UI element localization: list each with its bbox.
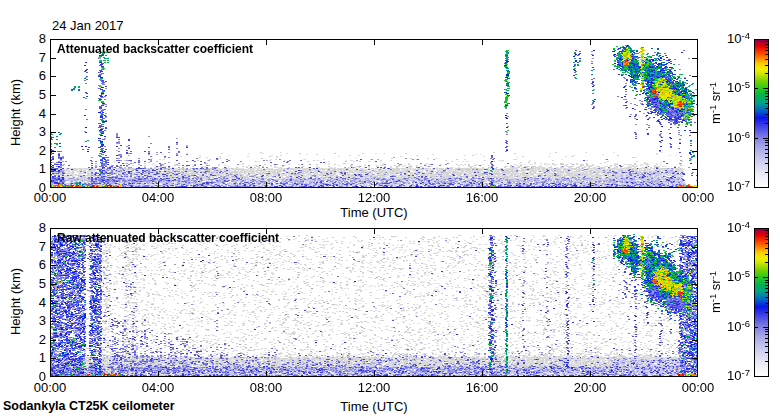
y-tick-label: 3 <box>20 314 46 327</box>
x-tick-label: 04:00 <box>131 381 185 394</box>
y-tick-label: 0 <box>20 181 46 194</box>
footer-label: Sodankyla CT25K ceilometer <box>3 400 175 413</box>
y-tick-label: 6 <box>20 258 46 271</box>
x-tick-label: 16:00 <box>455 381 509 394</box>
y-tick-label: 8 <box>20 32 46 45</box>
panel-title-top: Attenuated backscatter coefficient <box>57 42 253 56</box>
y-tick-label: 4 <box>20 296 46 309</box>
y-tick-label: 7 <box>20 240 46 253</box>
y-tick-label: 8 <box>20 221 46 234</box>
xaxis-label-bottom: Time (UTC) <box>314 400 434 413</box>
x-tick-label: 12:00 <box>347 381 401 394</box>
x-tick-label: 20:00 <box>563 191 617 204</box>
figure: 24 Jan 2017 Attenuated backscatter coeff… <box>0 0 780 420</box>
colorbar-bottom <box>754 228 769 377</box>
y-tick-label: 5 <box>20 88 46 101</box>
y-tick-label: 3 <box>20 125 46 138</box>
colorbar-unit-label: m-1 sr-1 <box>709 63 723 143</box>
y-tick-label: 1 <box>20 351 46 364</box>
colorbar-tick-label: 10-7 <box>705 180 750 194</box>
colorbar-tick-label: 10-4 <box>705 221 750 235</box>
panel-title-bottom: Raw attenuated backscatter coefficient <box>57 231 279 245</box>
y-tick-label: 5 <box>20 277 46 290</box>
y-tick-label: 0 <box>20 370 46 383</box>
colorbar-top <box>754 39 769 188</box>
x-tick-label: 12:00 <box>347 191 401 204</box>
y-tick-label: 7 <box>20 51 46 64</box>
x-tick-label: 04:00 <box>131 191 185 204</box>
x-tick-label: 16:00 <box>455 191 509 204</box>
y-tick-label: 1 <box>20 162 46 175</box>
x-tick-label: 08:00 <box>239 381 293 394</box>
colorbar-tick-label: 10-4 <box>705 32 750 46</box>
x-tick-label: 08:00 <box>239 191 293 204</box>
xaxis-label-top: Time (UTC) <box>314 206 434 219</box>
x-tick-label: 20:00 <box>563 381 617 394</box>
y-tick-label: 4 <box>20 107 46 120</box>
y-tick-label: 6 <box>20 69 46 82</box>
heatmap-raw <box>50 228 698 377</box>
heatmap-attenuated <box>50 39 698 188</box>
date-label: 24 Jan 2017 <box>52 19 124 32</box>
y-tick-label: 2 <box>20 333 46 346</box>
colorbar-tick-label: 10-7 <box>705 369 750 383</box>
colorbar-unit-label: m-1 sr-1 <box>709 252 723 332</box>
y-tick-label: 2 <box>20 144 46 157</box>
